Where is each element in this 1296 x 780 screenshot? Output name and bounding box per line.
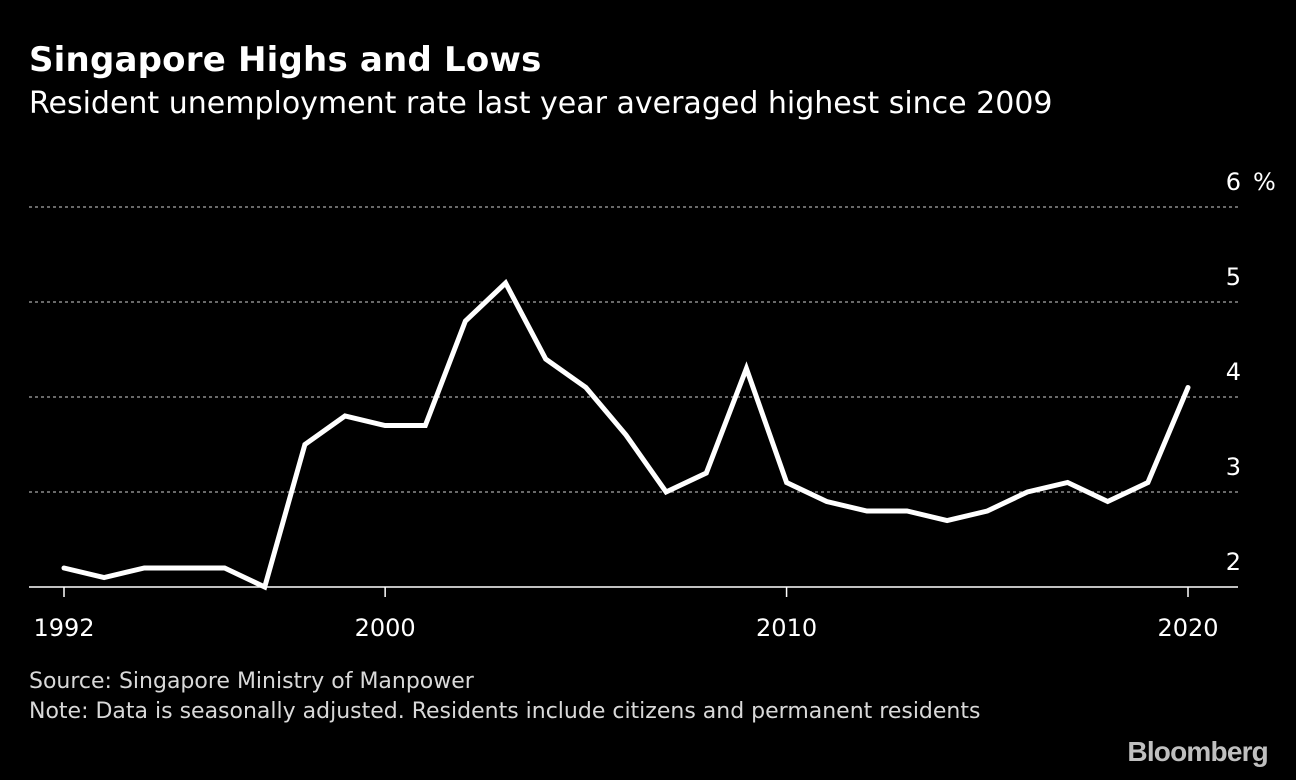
y-tick-label-4: 4 <box>1226 358 1241 386</box>
x-tick-label-2020: 2020 <box>1157 614 1218 642</box>
y-tick-label-3: 3 <box>1226 453 1241 481</box>
series-line-0 <box>61 278 1191 591</box>
y-unit-label: % <box>1253 168 1276 196</box>
x-tick-label-1992: 1992 <box>33 614 94 642</box>
chart-subtitle: Resident unemployment rate last year ave… <box>29 86 1053 121</box>
note-text: Note: Data is seasonally adjusted. Resid… <box>29 699 981 724</box>
y-tick-label-5: 5 <box>1226 263 1241 291</box>
line-chart: 1992 2000 2010 2020 2 3 4 5 6% <box>29 168 1276 642</box>
x-tick-label-2010: 2010 <box>756 614 817 642</box>
y-tick-label-6: 6 <box>1226 168 1241 196</box>
y-tick-label-2: 2 <box>1226 548 1241 576</box>
bloomberg-logo: Bloomberg <box>1127 736 1268 767</box>
chart-footer: Source: Singapore Ministry of Manpower N… <box>29 667 1029 727</box>
chart-title: Singapore Highs and Lows <box>29 40 542 80</box>
source-text: Source: Singapore Ministry of Manpower <box>29 669 474 694</box>
x-tick-label-2000: 2000 <box>355 614 416 642</box>
